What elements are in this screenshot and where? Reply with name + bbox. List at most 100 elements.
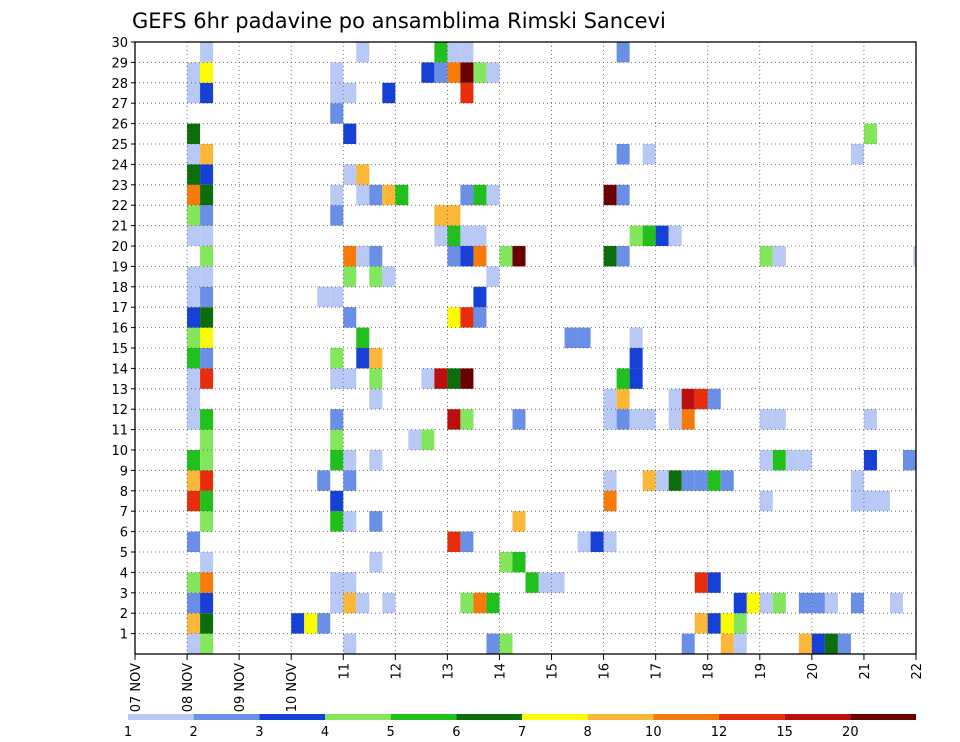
- heat-cell: [343, 307, 357, 328]
- heat-cell: [473, 184, 487, 206]
- heat-cell: [733, 613, 747, 634]
- heat-cell: [200, 205, 214, 226]
- heat-cell: [486, 633, 500, 654]
- colorbar-segment: [128, 714, 194, 720]
- heat-cell: [343, 164, 357, 185]
- heat-cell: [863, 123, 877, 144]
- x-tick-label: 09 NOV: [233, 663, 248, 712]
- heat-cell: [200, 286, 214, 308]
- y-tick-label: 16: [111, 322, 128, 337]
- heat-cell: [681, 470, 695, 491]
- heat-cell: [200, 144, 214, 165]
- heat-cell: [408, 429, 422, 450]
- y-tick-label: 20: [111, 240, 128, 255]
- y-tick-label: 7: [120, 505, 128, 520]
- y-tick-label: 28: [111, 77, 128, 92]
- y-tick-label: 18: [111, 281, 128, 296]
- heat-cell: [343, 368, 357, 389]
- heat-cell: [200, 633, 214, 654]
- x-tick-label: 14: [493, 663, 508, 680]
- heat-cell: [746, 592, 760, 614]
- heat-cell: [330, 511, 344, 532]
- colorbar-segment: [850, 714, 916, 720]
- heat-cell: [694, 572, 708, 593]
- heat-cell: [343, 450, 357, 471]
- heat-cell: [512, 246, 526, 267]
- x-tick-label: 15: [546, 663, 561, 680]
- heat-cell: [447, 531, 461, 552]
- heat-cell: [850, 592, 864, 614]
- x-tick-label: 16: [598, 663, 613, 680]
- heat-cell: [473, 286, 487, 308]
- heat-cell: [447, 409, 461, 430]
- heat-cell: [499, 246, 513, 267]
- heat-cell: [460, 368, 474, 389]
- y-tick-label: 4: [120, 566, 128, 581]
- heat-cell: [356, 327, 370, 348]
- heat-cell: [616, 144, 630, 165]
- heat-cell: [200, 613, 214, 634]
- heat-cell: [343, 511, 357, 532]
- heat-cell: [512, 552, 526, 573]
- heat-cell: [486, 266, 500, 287]
- heat-cell: [382, 592, 396, 614]
- heat-cell: [913, 246, 916, 267]
- heat-cell: [304, 613, 318, 634]
- heat-cell: [317, 286, 331, 308]
- heat-cell: [564, 327, 578, 348]
- heat-cell: [850, 144, 864, 165]
- heat-cell: [733, 633, 747, 654]
- heat-cell: [200, 592, 214, 614]
- x-tick-label: 17: [650, 663, 665, 680]
- heat-cell: [486, 62, 500, 83]
- y-tick-label: 22: [111, 199, 128, 214]
- heat-cell: [187, 184, 201, 206]
- heat-cell: [863, 409, 877, 430]
- heat-cell: [525, 572, 539, 593]
- heat-cell: [460, 409, 474, 430]
- heat-cell: [629, 409, 643, 430]
- heat-cell: [486, 592, 500, 614]
- heat-cell: [642, 470, 656, 491]
- heat-cell: [616, 368, 630, 389]
- heat-cell: [759, 246, 773, 267]
- heat-cell: [759, 409, 773, 430]
- heat-cell: [473, 307, 487, 328]
- y-tick-label: 13: [111, 383, 128, 398]
- colorbar-segment: [193, 714, 260, 720]
- heat-cell: [187, 123, 201, 144]
- colorbar-label: 10: [645, 725, 662, 740]
- heat-cell: [902, 450, 916, 471]
- heat-cell: [421, 368, 435, 389]
- heat-cell: [369, 450, 383, 471]
- heat-cell: [824, 633, 838, 654]
- plot-cells: [187, 42, 916, 654]
- y-tick-label: 3: [120, 587, 128, 602]
- y-tick-label: 11: [111, 424, 128, 439]
- x-tick-label: 12: [389, 663, 404, 680]
- y-tick-label: 15: [111, 342, 128, 357]
- colorbar-label: 4: [321, 725, 329, 740]
- heat-cell: [759, 592, 773, 614]
- heat-cell: [811, 633, 825, 654]
- heat-cell: [837, 633, 851, 654]
- colorbar-label: 12: [711, 725, 728, 740]
- heat-cell: [356, 592, 370, 614]
- heat-cell: [434, 42, 448, 63]
- heat-cell: [460, 592, 474, 614]
- heat-cell: [343, 246, 357, 267]
- heat-cell: [200, 184, 214, 206]
- colorbar-segment: [259, 714, 325, 720]
- colorbar-segment: [325, 714, 391, 720]
- heat-cell: [720, 470, 734, 491]
- heat-cell: [330, 184, 344, 206]
- heat-cell: [460, 246, 474, 267]
- heat-cell: [187, 490, 201, 512]
- colorbar-segment: [719, 714, 785, 720]
- heat-cell: [889, 592, 903, 614]
- heat-cell: [421, 429, 435, 450]
- heat-cell: [330, 592, 344, 614]
- heat-cell: [694, 470, 708, 491]
- heat-cell: [382, 184, 396, 206]
- y-tick-label: 27: [111, 97, 128, 112]
